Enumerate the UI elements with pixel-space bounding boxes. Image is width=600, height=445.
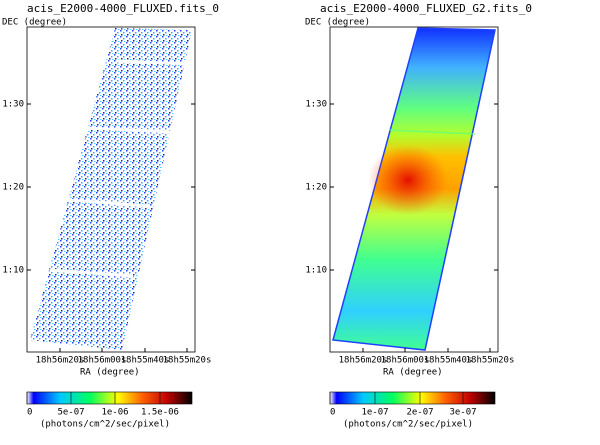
colorbar-tick-label: 1e-07 xyxy=(361,408,388,418)
colorbar-label: (photons/cm^2/sec/pixel) xyxy=(343,420,473,430)
x-tick-label: 18h55m40s xyxy=(121,356,170,366)
x-tick-label: 18h55m20s xyxy=(163,356,212,366)
y-axis-label: DEC (degree) xyxy=(2,18,67,28)
x-tick-label: 18h56m20s xyxy=(339,356,388,366)
plot-frame xyxy=(26,26,196,353)
colorbar-tick-label: 1e-06 xyxy=(101,408,128,418)
colorbar xyxy=(329,391,496,405)
colorbar xyxy=(26,391,193,405)
y-tick-label: 1:10 xyxy=(305,266,327,276)
x-tick-label: 18h55m20s xyxy=(466,356,515,366)
colorbar-tick-label: 1.5e-06 xyxy=(141,408,179,418)
panel-title: acis_E2000-4000_FLUXED.fits_0 xyxy=(27,2,219,15)
x-tick-label: 18h56m20s xyxy=(36,356,85,366)
chip-gap xyxy=(49,268,134,278)
x-tick-label: 18h55m40s xyxy=(424,356,473,366)
panel-title: acis_E2000-4000_FLUXED_G2.fits_0 xyxy=(320,2,532,15)
x-tick-label: 18h56m00s xyxy=(381,356,430,366)
y-tick-label: 1:30 xyxy=(305,100,327,110)
colorbar-tick-label: 3e-07 xyxy=(449,408,476,418)
y-axis-label: DEC (degree) xyxy=(305,18,370,28)
chip-gap xyxy=(86,126,173,134)
chip-gap xyxy=(389,129,476,135)
y-tick-label: 1:20 xyxy=(2,183,24,193)
colorbar-tick-label: 0 xyxy=(330,408,335,418)
chip-gap xyxy=(116,59,191,66)
colorbar-tick-label: 0 xyxy=(27,408,32,418)
colorbar-tick-label: 5e-07 xyxy=(57,408,84,418)
x-axis-label: RA (degree) xyxy=(80,368,140,378)
y-tick-label: 1:20 xyxy=(305,183,327,193)
chip-gap xyxy=(67,198,151,208)
y-tick-label: 1:10 xyxy=(2,266,24,276)
plot-frame xyxy=(329,26,499,353)
colorbar-label: (photons/cm^2/sec/pixel) xyxy=(40,420,170,430)
x-tick-label: 18h56m00s xyxy=(78,356,127,366)
hot-region xyxy=(368,145,448,215)
colorbar-tick-label: 2e-07 xyxy=(406,408,433,418)
x-axis-label: RA (degree) xyxy=(383,368,443,378)
y-tick-label: 1:30 xyxy=(2,100,24,110)
image-strip xyxy=(30,28,192,350)
